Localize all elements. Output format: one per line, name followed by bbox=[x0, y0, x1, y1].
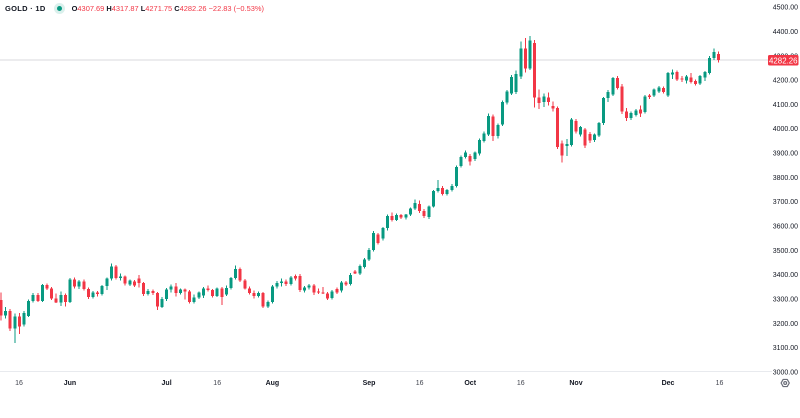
svg-text:Sep: Sep bbox=[363, 380, 376, 387]
svg-text:Aug: Aug bbox=[266, 380, 280, 387]
svg-text:3500.00: 3500.00 bbox=[773, 248, 798, 255]
svg-text:Nov: Nov bbox=[569, 380, 582, 387]
svg-text:3400.00: 3400.00 bbox=[773, 272, 798, 279]
svg-text:3600.00: 3600.00 bbox=[773, 224, 798, 231]
svg-text:16: 16 bbox=[517, 380, 525, 387]
svg-text:3700.00: 3700.00 bbox=[773, 199, 798, 206]
svg-text:4282.26: 4282.26 bbox=[769, 56, 798, 65]
svg-text:4400.00: 4400.00 bbox=[773, 29, 798, 36]
svg-text:3300.00: 3300.00 bbox=[773, 297, 798, 304]
svg-text:4200.00: 4200.00 bbox=[773, 78, 798, 85]
svg-text:3200.00: 3200.00 bbox=[773, 321, 798, 328]
svg-text:3100.00: 3100.00 bbox=[773, 345, 798, 352]
svg-text:16: 16 bbox=[416, 380, 424, 387]
svg-text:Jun: Jun bbox=[64, 380, 76, 387]
svg-text:4100.00: 4100.00 bbox=[773, 102, 798, 109]
svg-text:Dec: Dec bbox=[662, 380, 675, 387]
svg-text:16: 16 bbox=[213, 380, 221, 387]
svg-text:Oct: Oct bbox=[464, 380, 476, 387]
svg-text:Jul: Jul bbox=[162, 380, 172, 387]
svg-text:16: 16 bbox=[15, 380, 23, 387]
svg-text:3800.00: 3800.00 bbox=[773, 175, 798, 182]
svg-text:4500.00: 4500.00 bbox=[773, 5, 798, 12]
svg-text:4000.00: 4000.00 bbox=[773, 126, 798, 133]
svg-text:3000.00: 3000.00 bbox=[773, 370, 798, 377]
svg-text:3900.00: 3900.00 bbox=[773, 151, 798, 158]
svg-text:16: 16 bbox=[716, 380, 724, 387]
